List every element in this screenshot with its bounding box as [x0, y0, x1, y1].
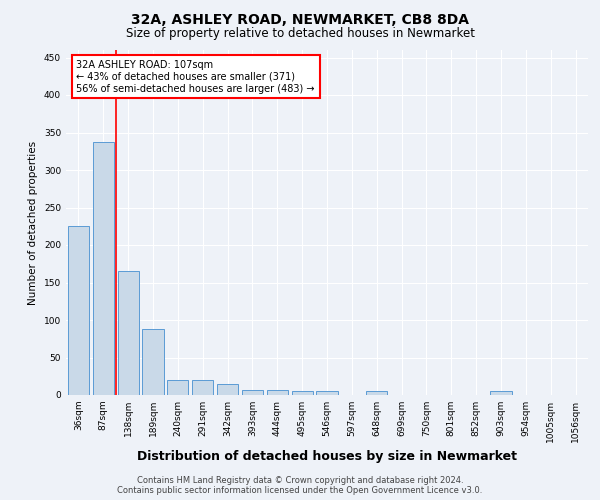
Bar: [217, 384, 238, 395]
Y-axis label: Number of detached properties: Number of detached properties: [28, 140, 38, 304]
Bar: [192, 380, 213, 395]
Bar: [316, 391, 338, 395]
Bar: [490, 391, 512, 395]
Bar: [267, 390, 288, 395]
X-axis label: Distribution of detached houses by size in Newmarket: Distribution of detached houses by size …: [137, 450, 517, 464]
Bar: [93, 142, 114, 395]
Bar: [142, 329, 164, 395]
Bar: [167, 380, 188, 395]
Text: Contains HM Land Registry data © Crown copyright and database right 2024.
Contai: Contains HM Land Registry data © Crown c…: [118, 476, 482, 495]
Text: Size of property relative to detached houses in Newmarket: Size of property relative to detached ho…: [125, 28, 475, 40]
Text: 32A ASHLEY ROAD: 107sqm
← 43% of detached houses are smaller (371)
56% of semi-d: 32A ASHLEY ROAD: 107sqm ← 43% of detache…: [76, 60, 315, 94]
Bar: [242, 390, 263, 395]
Text: 32A, ASHLEY ROAD, NEWMARKET, CB8 8DA: 32A, ASHLEY ROAD, NEWMARKET, CB8 8DA: [131, 12, 469, 26]
Bar: [68, 226, 89, 395]
Bar: [366, 391, 387, 395]
Bar: [292, 391, 313, 395]
Bar: [118, 271, 139, 395]
